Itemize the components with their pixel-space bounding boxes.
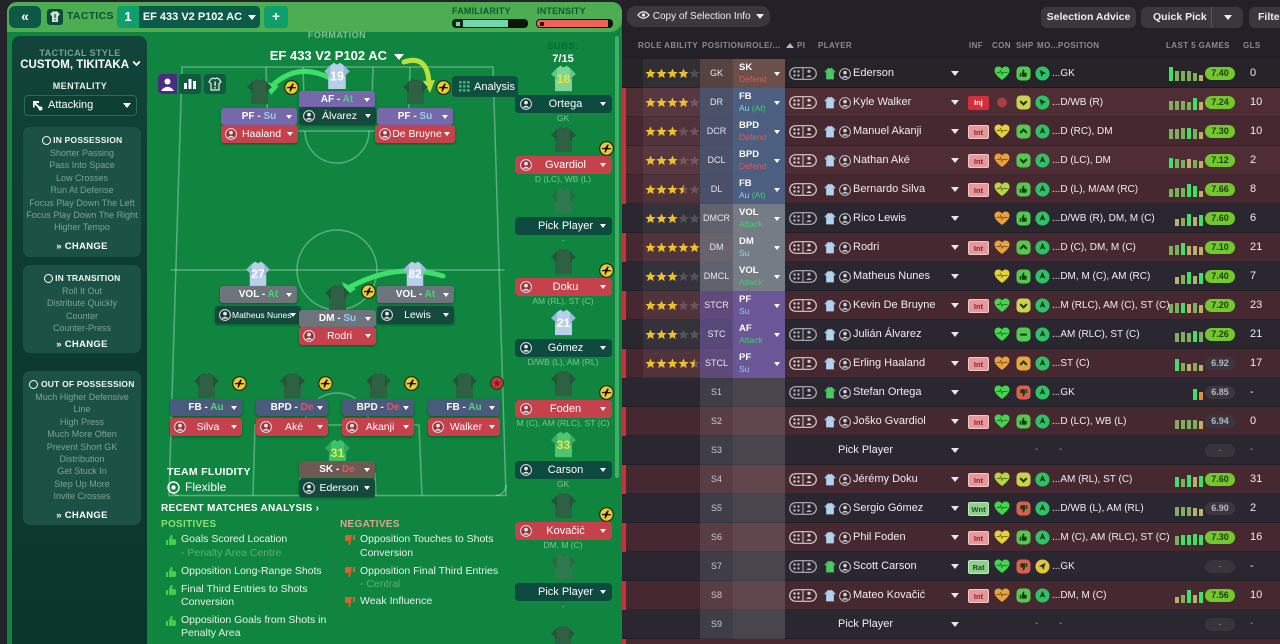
svg-text:27: 27	[251, 267, 265, 281]
svg-text:31: 31	[330, 446, 344, 460]
svg-text:18: 18	[556, 72, 570, 86]
svg-text:19: 19	[330, 70, 344, 84]
svg-text:82: 82	[408, 267, 422, 281]
svg-text:21: 21	[556, 316, 570, 330]
svg-text:33: 33	[556, 438, 570, 452]
